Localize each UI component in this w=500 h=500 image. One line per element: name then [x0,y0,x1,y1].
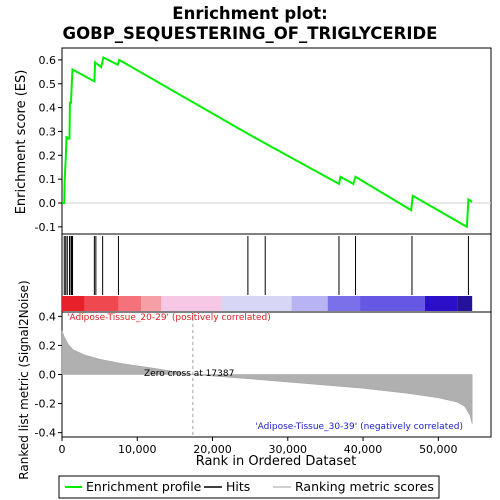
metric-axis-label: Ranked list metric (Signal2Noise) [17,280,31,479]
x-tick-label: 30,000 [269,443,308,456]
x-tick-label: 0 [59,443,66,456]
metric-area [61,330,473,424]
metric-y-tick-label: 0.2 [39,339,57,352]
legend: Enrichment profile Hits Ranking metric s… [58,475,440,499]
metric-y-tick-label: -0.4 [35,427,56,440]
x-tick-label: 10,000 [118,443,157,456]
metric-panel: -0.4 -0.2 0.0 0.2 0.4 [35,310,492,440]
colorbar-segment [457,296,473,311]
legend-frame [58,475,440,499]
colorbar-segment [62,296,85,311]
positive-correlation-label: 'Adipose-Tissue_20-29' (positively corre… [67,313,271,323]
es-y-tick-label: 0.0 [39,197,57,210]
es-y-tick-label: -0.1 [35,221,56,234]
es-y-tick-label: 0.2 [39,149,57,162]
x-tick-label: 40,000 [344,443,383,456]
chart-title-line1: Enrichment plot: [172,4,327,23]
es-plot-frame [61,47,492,235]
es-y-tick-label: 0.3 [39,125,57,138]
es-y-tick-label: 0.6 [39,54,57,67]
es-y-tick-label: 0.1 [39,173,57,186]
legend-metric-label: Ranking metric scores [295,479,434,494]
chart-title-line2: GOBP_SEQUESTERING_OF_TRIGLYCERIDE [63,24,438,43]
enrichment-profile-line [62,56,473,229]
colorbar-segment [221,296,292,311]
colorbar-segment [141,296,162,311]
metric-y-tick-label: 0.0 [39,369,57,382]
colorbar-segment [327,296,361,311]
colorbar-segment [118,296,142,311]
x-axis-label: Rank in Ordered Dataset [196,454,357,469]
x-tick-label: 50,000 [419,443,458,456]
colorbar-segment [424,296,458,311]
colorbar-segment [291,296,328,311]
colorbar-segment [360,296,425,311]
colorbar-segment [84,296,119,311]
negative-correlation-label: 'Adipose-Tissue_30-39' (negatively corre… [255,422,463,432]
x-tick-label: 20,000 [193,443,232,456]
hits-panel [61,233,492,313]
es-axis-label: Enrichment score (ES) [14,70,29,215]
es-panel: -0.1 0.0 0.1 0.2 0.3 0.4 0.5 0.6 [35,47,492,235]
es-y-tick-label: 0.4 [39,102,57,115]
colorbar-segment [161,296,222,311]
legend-hits-label: Hits [226,479,250,494]
metric-y-tick-label: 0.4 [39,310,57,323]
metric-y-tick-label: -0.2 [35,398,56,411]
es-y-tick-label: 0.5 [39,78,57,91]
legend-enrichment-label: Enrichment profile [86,479,202,494]
zero-cross-label: Zero cross at 17387 [144,369,234,379]
